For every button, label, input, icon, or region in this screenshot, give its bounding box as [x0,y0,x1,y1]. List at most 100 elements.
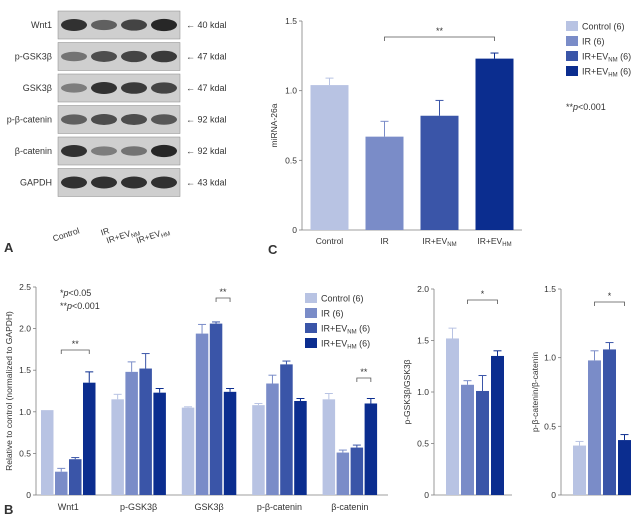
blot-band [61,145,87,157]
mirna-chart: 0 0.5 1.0 1.5 miRNA-26a Control IR IR+EVNM IR+EV… [269,16,606,248]
y-tick-label: 2.0 [417,284,429,294]
bar [310,85,349,231]
y-tick-label: 0.5 [544,421,556,431]
legend-label: IR (6) [321,309,344,319]
significance-note: **p<0.001 [566,102,606,112]
significance-label: ** [220,287,228,297]
panel-letter-c: C [268,242,278,257]
x-tick-label: p-β-catenin [257,502,302,512]
bar [83,382,96,495]
blot-marker-label: ← 92 kdal [186,146,227,156]
gsk-ratio-chart: 0 0.5 1.0 1.5 2.0 p-GSK3β/GSK3β * [402,284,512,500]
legend-swatch [305,293,317,303]
blot-band [121,19,147,31]
bar [491,355,504,495]
blot-band [61,19,87,31]
blot-row-label: β-catenin [15,146,52,156]
blot-marker-label: ← 43 kdal [186,178,227,188]
blot-band [91,82,117,94]
y-axis-title: Relative to control (normalized to GAPDH… [4,311,14,471]
bar [475,58,514,231]
x-tick-label: Wnt1 [58,502,79,512]
y-tick-label: 0 [424,490,429,500]
x-tick-label: IR+EVNM [422,236,456,248]
y-tick-label: 1.0 [19,407,31,417]
bar [322,399,336,495]
blot-lane-label: IR [99,225,110,237]
y-tick-label: 0.5 [417,439,429,449]
blot-band [91,114,117,125]
legend-label: Control (6) [582,22,625,32]
bar [365,136,404,230]
blot-marker-label: ← 47 kdal [186,83,227,93]
blot-band [121,146,147,156]
legend-label: IR+EVNM (6) [582,52,631,64]
y-axis-title: p-GSK3β/GSK3β [402,359,412,424]
x-tick-label: IR+EVHM [477,236,511,248]
y-tick-label: 1.0 [417,387,429,397]
bar [420,115,459,230]
blot-band [151,176,177,189]
blot-band [91,19,117,31]
significance-bracket [384,36,495,41]
protein-expression-chart: 0 0.5 1.0 1.5 2.0 2.5 Relative to control (nor… [4,282,388,512]
significance-label: ** [436,26,444,36]
bar [364,403,378,495]
x-tick-label: GSK3β [194,502,223,512]
blot-band [151,18,177,32]
blot-band [61,176,87,189]
bar [153,392,166,495]
western-blot-panel: Wnt1 ← 40 kdal p-GSK3β ← 47 kdal GSK3β ← 47 k… [7,10,227,245]
blot-band [121,114,147,125]
legend-label: IR+EVNM (6) [321,324,370,336]
y-tick-label: 1.0 [544,353,556,363]
blot-band [61,114,87,125]
blot-band [151,50,177,63]
x-tick-label: p-GSK3β [120,502,157,512]
bar [55,471,68,495]
blot-row-label: Wnt1 [31,20,52,30]
blot-lane-label: Control [51,225,80,243]
bar [603,349,616,495]
bar [461,384,474,495]
bar [209,323,223,495]
significance-bracket [594,301,625,306]
bar [69,459,82,495]
y-axis-title: miRNA-26a [269,103,279,147]
x-tick-label: IR [380,236,389,246]
bar [573,445,586,495]
blot-band [91,176,117,189]
bar [280,364,293,495]
bar [41,410,54,495]
bar [266,383,279,495]
bar [181,407,195,495]
legend-swatch [305,308,317,318]
y-tick-label: 0 [292,225,297,235]
y-tick-label: 1.5 [19,365,31,375]
y-tick-label: 1.5 [417,336,429,346]
bar [350,447,364,495]
legend-middle: Control (6) IR (6) IR+EVNM (6) IR+EVHM (6) [305,293,370,351]
y-tick-label: 0 [551,490,556,500]
bar [294,400,307,495]
bar [223,391,237,495]
significance-bracket [356,377,372,382]
bar [336,452,350,495]
y-tick-label: 2.5 [19,282,31,292]
x-tick-label: Control [316,236,344,246]
panel-letter-a: A [4,240,14,255]
legend-swatch [305,323,317,333]
legend-swatch [566,36,578,46]
legend-label: IR (6) [582,37,605,47]
legend-swatch [305,338,317,348]
legend-swatch [566,51,578,61]
blot-band [151,114,177,125]
significance-bracket [215,297,231,302]
blot-band [121,82,147,94]
significance-label: * [481,289,485,299]
legend-swatch [566,66,578,76]
blot-band [151,144,177,158]
panel-letter-b: B [4,502,13,517]
blot-band [151,82,177,94]
